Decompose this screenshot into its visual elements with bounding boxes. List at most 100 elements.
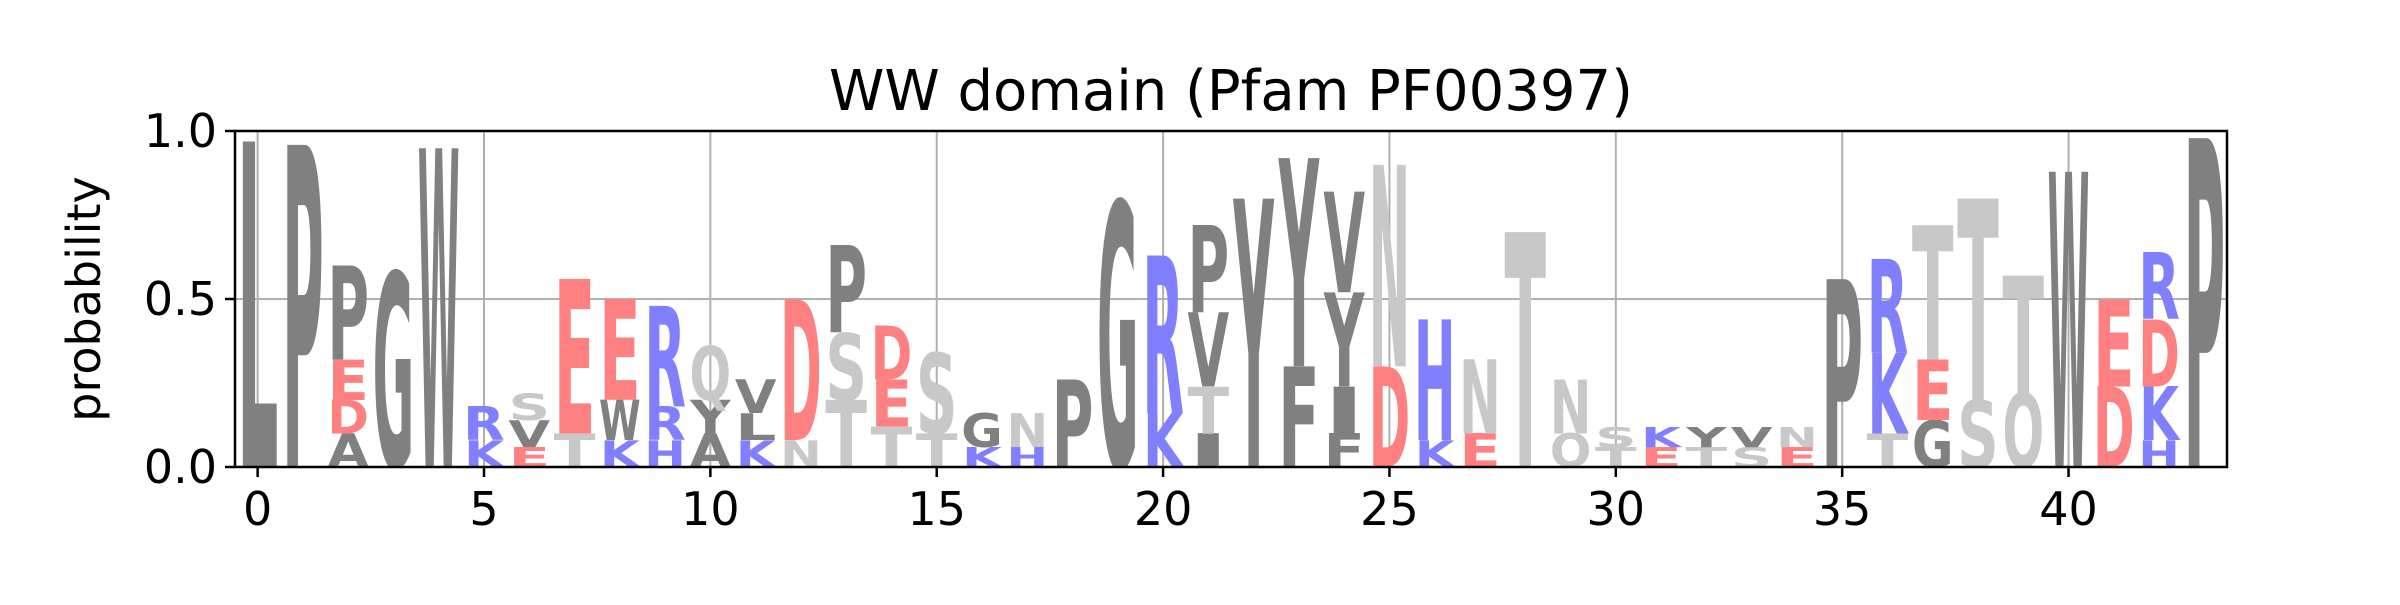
logo-letter-R: R — [2138, 234, 2180, 341]
logo-letter-S: S — [508, 387, 550, 430]
x-tick-label: 10 — [681, 482, 740, 536]
logo-letter-glyph: P — [825, 223, 867, 362]
x-axis-ticks: 0 5 10 15 20 25 30 35 40 — [243, 467, 2098, 536]
logo-letter-R: R — [463, 397, 505, 451]
logo-letter-glyph: V — [1323, 164, 1365, 325]
logo-letter-Q: Q — [690, 332, 732, 418]
logo-letter-G: G — [1097, 131, 1139, 554]
logo-letter-glyph: T — [1957, 144, 1999, 466]
chart-title: WW domain (Pfam PF00397) — [829, 59, 1633, 124]
logo-letter-glyph: G — [373, 221, 415, 531]
logo-letter-glyph: N — [1776, 422, 1818, 454]
logo-letter-G: G — [373, 221, 415, 531]
logo-letter-glyph: E — [2093, 277, 2135, 416]
logo-letter-V: V — [1731, 422, 1773, 454]
y-tick-label: 0.0 — [144, 440, 217, 494]
logo-letter-T: T — [1912, 190, 1954, 403]
logo-letter-S: S — [1595, 421, 1637, 453]
y-axis-label: probability — [57, 176, 111, 421]
logo-letter-V: V — [735, 371, 777, 424]
logo-letter-R: R — [644, 279, 686, 440]
logo-letter-glyph: N — [1459, 339, 1501, 457]
x-tick-label: 5 — [469, 482, 498, 536]
logo-letter-glyph: V — [1731, 422, 1773, 454]
logo-letter-glyph: R — [644, 279, 686, 440]
logo-letter-glyph: T — [1504, 168, 1546, 543]
logo-letter-glyph: T — [1912, 190, 1954, 403]
logo-letter-glyph: Y — [1233, 127, 1275, 555]
x-tick-label: 25 — [1360, 482, 1419, 536]
logo-letter-R: R — [1867, 234, 1909, 384]
logo-letter-glyph: P — [327, 242, 369, 391]
logo-letter-glyph: Q — [690, 332, 732, 418]
logo-letter-N: N — [1776, 422, 1818, 454]
logo-letter-R: R — [1142, 214, 1184, 465]
y-tick-label: 1.0 — [144, 104, 217, 158]
logo-letter-P: P — [282, 59, 324, 572]
logo-letter-glyph: P — [1188, 203, 1230, 342]
x-tick-label: 40 — [2039, 482, 2098, 536]
x-tick-label: 0 — [243, 482, 272, 536]
logo-letter-glyph: S — [1595, 421, 1637, 453]
y-tick-label: 0.5 — [144, 272, 217, 326]
logo-letter-glyph: R — [1142, 214, 1184, 465]
logo-letter-glyph: P — [1052, 357, 1094, 496]
logo-letter-T: T — [1957, 144, 1999, 466]
logo-letter-P: P — [825, 223, 867, 362]
logo-letter-glyph: K — [1641, 421, 1683, 453]
logo-letter-glyph: T — [2002, 244, 2044, 432]
logo-letter-glyph: N — [1369, 110, 1411, 432]
logo-letter-glyph: R — [2138, 234, 2180, 341]
x-tick-label: 30 — [1587, 482, 1646, 536]
logo-letter-T: T — [1504, 168, 1546, 543]
logo-letter-glyph: P — [282, 59, 324, 572]
logo-letter-glyph: D — [871, 312, 913, 397]
logo-letter-glyph: Y — [1685, 422, 1728, 454]
logo-letter-glyph: R — [463, 397, 505, 451]
logo-letter-glyph: V — [735, 371, 777, 424]
logo-letter-Y: Y — [1278, 102, 1319, 434]
logo-letter-glyph: N — [1006, 406, 1048, 459]
logo-letter-E: E — [599, 273, 641, 433]
logo-letter-glyph: D — [780, 262, 822, 486]
logo-letter-N: N — [1369, 110, 1411, 432]
logo-letter-glyph: G — [961, 405, 1003, 458]
logo-letter-N: N — [1550, 365, 1592, 451]
logo-letter-glyph: P — [2184, 49, 2226, 574]
logo-letter-glyph: W — [418, 63, 460, 572]
logo-letter-G: G — [961, 405, 1003, 458]
logo-letter-glyph: S — [508, 387, 550, 430]
logo-letter-glyph: E — [599, 273, 641, 433]
logo-letter-glyph: E — [554, 236, 596, 483]
logo-letter-T: T — [2002, 244, 2044, 432]
logo-letter-N: N — [1006, 406, 1048, 459]
logo-letter-P: P — [1188, 203, 1230, 342]
logo-letter-S: S — [916, 331, 958, 460]
logo-letter-glyph: N — [1550, 365, 1592, 451]
logo-letter-P: P — [1052, 357, 1094, 496]
logo-letter-D: D — [871, 312, 913, 397]
logo-letter-glyph: S — [916, 331, 958, 460]
x-tick-label: 35 — [1813, 482, 1872, 536]
logo-letter-V: V — [1323, 164, 1365, 325]
logo-letter-glyph: H — [1414, 286, 1456, 480]
logo-letter-K: K — [1641, 421, 1683, 453]
logo-letter-glyph: R — [1867, 234, 1909, 384]
logo-letter-E: E — [554, 236, 596, 483]
x-tick-label: 15 — [907, 482, 966, 536]
logo-letter-Y: Y — [1685, 422, 1728, 454]
logo-letter-P: P — [2184, 49, 2226, 574]
logo-letter-glyph: Y — [1278, 102, 1319, 434]
logo-letter-H: H — [1414, 286, 1456, 480]
logo-letter-N: N — [1459, 339, 1501, 457]
y-axis-ticks: 0.0 0.5 1.0 — [144, 104, 235, 494]
logo-letter-glyph: G — [1097, 131, 1139, 554]
logo-letter-Y: Y — [1233, 127, 1275, 555]
logo-letter-E: E — [2093, 277, 2135, 416]
logo-letter-P: P — [327, 242, 369, 391]
x-tick-label: 20 — [1134, 482, 1193, 536]
logo-letter-W: W — [418, 63, 460, 572]
